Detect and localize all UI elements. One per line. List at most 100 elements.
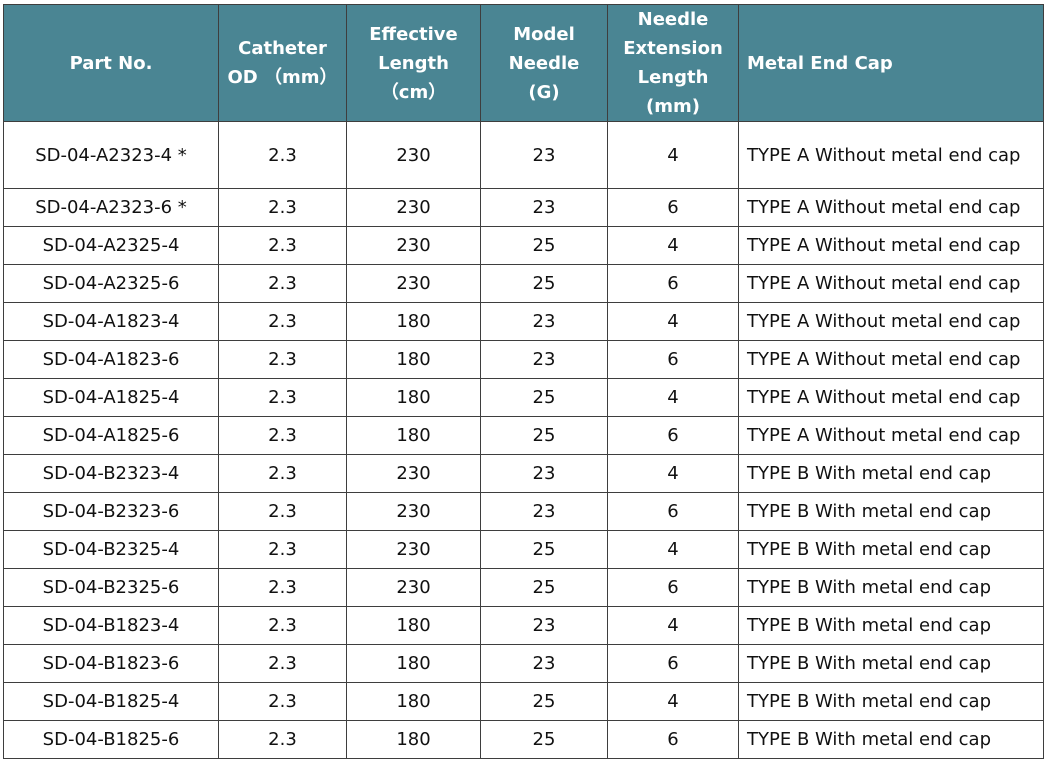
cell-needle-extension-length: 4	[607, 302, 739, 341]
cell-model-needle: 25	[480, 568, 608, 607]
cell-effective-length: 230	[346, 454, 481, 493]
cell-catheter-od: 2.3	[218, 188, 347, 227]
header-needle-extension-length: Needle Extension Length (mm)	[607, 4, 739, 122]
cell-metal-end-cap: TYPE B With metal end cap	[738, 530, 1044, 569]
cell-effective-length: 180	[346, 682, 481, 721]
cell-needle-extension-length: 4	[607, 530, 739, 569]
cell-needle-extension-length: 6	[607, 492, 739, 531]
table-row: SD-04-B2323-4 2.3 230 23 4 TYPE B With metal …	[3, 454, 1044, 493]
cell-part-no: SD-04-B1825-6	[3, 720, 219, 759]
cell-model-needle: 23	[480, 644, 608, 683]
cell-catheter-od: 2.3	[218, 530, 347, 569]
table-row: SD-04-B1825-4 2.3 180 25 4 TYPE B With metal …	[3, 682, 1044, 721]
table-body: SD-04-A2323-4 * 2.3 230 23 4 TYPE A Without m…	[3, 121, 1044, 759]
table-row: SD-04-B1823-6 2.3 180 23 6 TYPE B With metal …	[3, 644, 1044, 683]
cell-needle-extension-length: 4	[607, 454, 739, 493]
cell-effective-length: 230	[346, 530, 481, 569]
cell-catheter-od: 2.3	[218, 492, 347, 531]
header-line: Model	[513, 23, 575, 45]
cell-catheter-od: 2.3	[218, 644, 347, 683]
cell-effective-length: 230	[346, 226, 481, 265]
cell-catheter-od: 2.3	[218, 568, 347, 607]
table-row: SD-04-B1823-4 2.3 180 23 4 TYPE B With metal …	[3, 606, 1044, 645]
cell-effective-length: 230	[346, 568, 481, 607]
header-line: (mm)	[646, 96, 700, 117]
header-effective-length: Effective Length （cm）	[346, 4, 481, 122]
cell-metal-end-cap: TYPE A Without metal end cap	[738, 378, 1044, 417]
header-line: Needle	[508, 52, 580, 74]
header-line: Length	[637, 67, 709, 88]
table-row: SD-04-A2323-6 * 2.3 230 23 6 TYPE A Without m…	[3, 188, 1044, 227]
cell-model-needle: 25	[480, 378, 608, 417]
header-line: Part No.	[69, 52, 153, 74]
cell-metal-end-cap: TYPE B With metal end cap	[738, 720, 1044, 759]
cell-part-no: SD-04-A2325-4	[3, 226, 219, 265]
cell-model-needle: 23	[480, 302, 608, 341]
cell-catheter-od: 2.3	[218, 454, 347, 493]
cell-part-no: SD-04-A2325-6	[3, 264, 219, 303]
cell-effective-length: 180	[346, 606, 481, 645]
cell-catheter-od: 2.3	[218, 378, 347, 417]
cell-effective-length: 180	[346, 378, 481, 417]
cell-part-no: SD-04-A2323-4 *	[3, 121, 219, 189]
cell-needle-extension-length: 6	[607, 720, 739, 759]
cell-model-needle: 25	[480, 720, 608, 759]
cell-part-no: SD-04-A1825-6	[3, 416, 219, 455]
cell-effective-length: 180	[346, 416, 481, 455]
cell-needle-extension-length: 4	[607, 226, 739, 265]
header-line: Length	[378, 52, 449, 74]
cell-model-needle: 25	[480, 682, 608, 721]
cell-catheter-od: 2.3	[218, 340, 347, 379]
header-line: Needle	[637, 9, 709, 30]
cell-catheter-od: 2.3	[218, 606, 347, 645]
cell-effective-length: 230	[346, 121, 481, 189]
cell-catheter-od: 2.3	[218, 121, 347, 189]
cell-needle-extension-length: 6	[607, 340, 739, 379]
table-row: SD-04-B2325-6 2.3 230 25 6 TYPE B With metal …	[3, 568, 1044, 607]
table-row: SD-04-A2323-4 * 2.3 230 23 4 TYPE A Without m…	[3, 121, 1044, 189]
product-spec-table: Part No. Catheter OD （mm） Effective Leng…	[3, 4, 1044, 759]
cell-effective-length: 230	[346, 264, 481, 303]
cell-model-needle: 25	[480, 264, 608, 303]
cell-metal-end-cap: TYPE B With metal end cap	[738, 568, 1044, 607]
table-row: SD-04-A1825-4 2.3 180 25 4 TYPE A Without met…	[3, 378, 1044, 417]
cell-metal-end-cap: TYPE A Without metal end cap	[738, 416, 1044, 455]
cell-model-needle: 23	[480, 492, 608, 531]
cell-effective-length: 180	[346, 340, 481, 379]
cell-needle-extension-length: 6	[607, 188, 739, 227]
cell-effective-length: 230	[346, 492, 481, 531]
cell-model-needle: 23	[480, 121, 608, 189]
cell-model-needle: 25	[480, 530, 608, 569]
cell-effective-length: 180	[346, 720, 481, 759]
cell-model-needle: 23	[480, 188, 608, 227]
cell-effective-length: 230	[346, 188, 481, 227]
cell-metal-end-cap: TYPE A Without metal end cap	[738, 340, 1044, 379]
cell-needle-extension-length: 6	[607, 264, 739, 303]
header-row: Part No. Catheter OD （mm） Effective Leng…	[3, 4, 1044, 122]
table-header: Part No. Catheter OD （mm） Effective Leng…	[3, 4, 1044, 122]
cell-catheter-od: 2.3	[218, 302, 347, 341]
header-line: OD （mm）	[227, 67, 338, 88]
cell-needle-extension-length: 4	[607, 682, 739, 721]
header-catheter-od: Catheter OD （mm）	[218, 4, 347, 122]
cell-model-needle: 23	[480, 340, 608, 379]
cell-part-no: SD-04-B1825-4	[3, 682, 219, 721]
cell-metal-end-cap: TYPE B With metal end cap	[738, 454, 1044, 493]
cell-needle-extension-length: 4	[607, 378, 739, 417]
header-line: Effective	[369, 23, 458, 45]
header-model-needle: Model Needle (G)	[480, 4, 608, 122]
cell-metal-end-cap: TYPE B With metal end cap	[738, 682, 1044, 721]
cell-catheter-od: 2.3	[218, 416, 347, 455]
cell-part-no: SD-04-A2323-6 *	[3, 188, 219, 227]
cell-needle-extension-length: 6	[607, 644, 739, 683]
cell-needle-extension-length: 6	[607, 568, 739, 607]
cell-catheter-od: 2.3	[218, 682, 347, 721]
header-part-no: Part No.	[3, 4, 219, 122]
cell-effective-length: 180	[346, 302, 481, 341]
cell-model-needle: 25	[480, 416, 608, 455]
header-line: （cm）	[380, 81, 447, 103]
header-line: Metal End Cap	[747, 52, 893, 74]
cell-metal-end-cap: TYPE B With metal end cap	[738, 644, 1044, 683]
table-row: SD-04-A1825-6 2.3 180 25 6 TYPE A Without met…	[3, 416, 1044, 455]
table-row: SD-04-A1823-4 2.3 180 23 4 TYPE A Without met…	[3, 302, 1044, 341]
